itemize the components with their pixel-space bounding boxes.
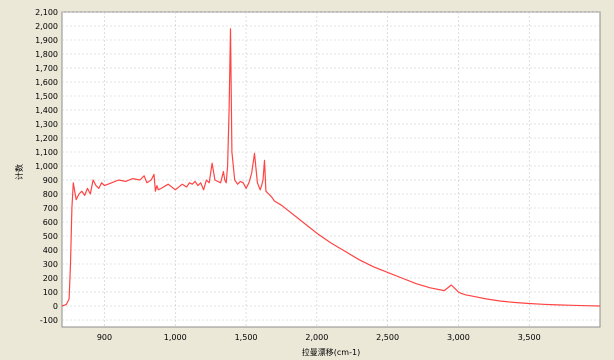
y-tick-label: 0 [53,302,58,311]
x-axis-title: 拉曼漂移(cm-1) [302,347,360,357]
y-tick-label: 1,900 [35,36,58,45]
series-layer [61,28,601,307]
y-tick-label: -100 [40,316,58,325]
y-tick-label: 900 [43,176,58,185]
x-tick-label: 2,000 [305,333,328,342]
y-tick-label: 500 [43,232,58,241]
x-tick-label: 1,500 [235,333,258,342]
x-tick-label: 1,000 [164,333,187,342]
y-tick-label: 700 [43,204,58,213]
y-tick-label: 1,800 [35,50,58,59]
y-tick-label: 300 [43,260,58,269]
y-tick-label: 600 [43,218,58,227]
spectrum-series-line [61,28,601,307]
y-tick-label: 400 [43,246,58,255]
y-tick-label: 2,100 [35,8,58,17]
y-axis-title: 计数 [14,164,24,180]
x-tick-label: 900 [97,333,112,342]
x-tick-label: 2,500 [376,333,399,342]
tick-labels: -100 0 100 200 300 400 500 600 700 800 900 1,000 1,1… [35,8,541,342]
x-tick-label: 3,000 [447,333,470,342]
plot-background [61,11,601,328]
y-tick-label: 1,200 [35,134,58,143]
y-tick-label: 2,000 [35,22,58,31]
y-tick-label: 200 [43,274,58,283]
y-tick-label: 100 [43,288,58,297]
y-tick-label: 1,100 [35,148,58,157]
x-tick-label: 3,500 [518,333,541,342]
y-tick-label: 1,600 [35,78,58,87]
grid-lines [62,11,600,327]
y-tick-label: 1,000 [35,162,58,171]
y-tick-label: 1,400 [35,106,58,115]
y-tick-label: 1,300 [35,120,58,129]
y-tick-label: 1,500 [35,92,58,101]
y-tick-label: 800 [43,190,58,199]
y-tick-label: 1,700 [35,64,58,73]
